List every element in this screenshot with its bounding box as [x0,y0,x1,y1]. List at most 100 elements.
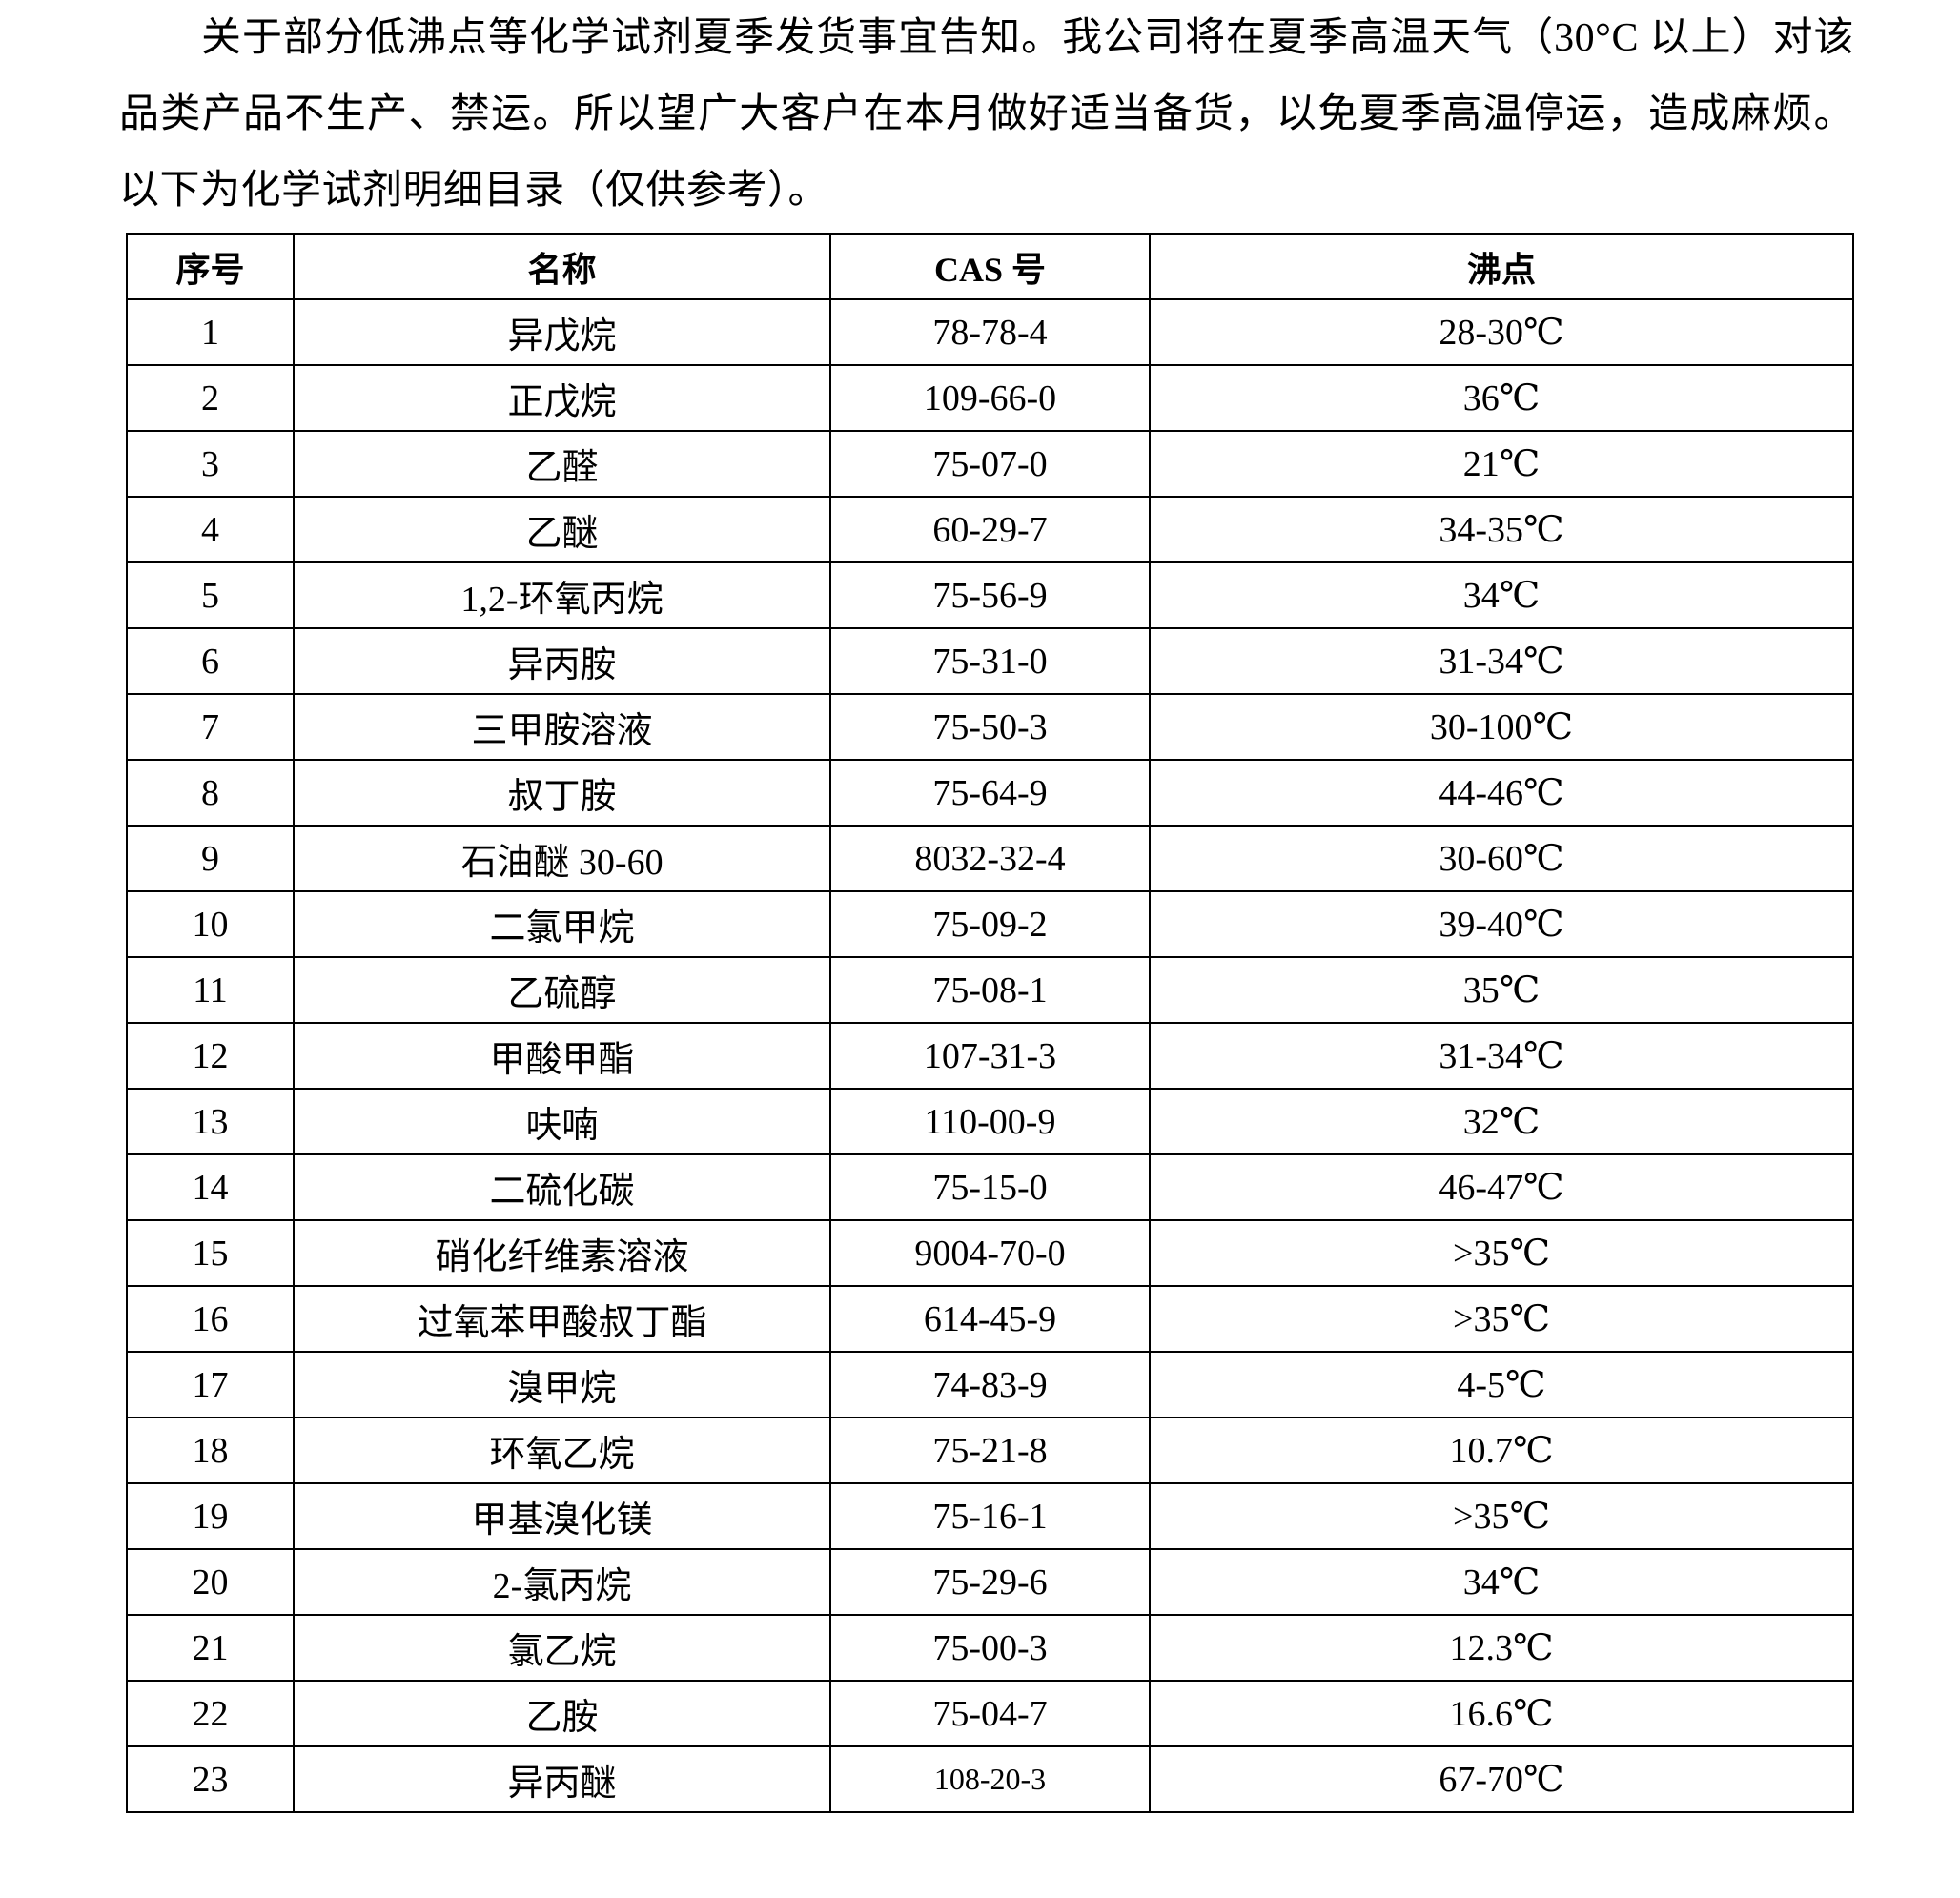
header-boiling-point: 沸点 [1149,233,1854,300]
cell-boiling-point: 12.3℃ [1149,1614,1854,1682]
table-row: 16 过氧苯甲酸叔丁酯 614-45-9 >35℃ [126,1285,1854,1353]
cell-cas: 109-66-0 [829,364,1151,432]
table-row: 9 石油醚 30-60 8032-32-4 30-60℃ [126,825,1854,892]
intro-paragraph: 关于部分低沸点等化学试剂夏季发货事宜告知。我公司将在夏季高温天气（30°C 以上… [119,16,1854,213]
table-row: 11 乙硫醇 75-08-1 35℃ [126,956,1854,1024]
cell-boiling-point: 46-47℃ [1149,1153,1854,1221]
cell-name: 石油醚 30-60 [293,825,831,892]
cell-name: 二硫化碳 [293,1153,831,1221]
cell-cas: 78-78-4 [829,298,1151,366]
chemical-table: 序号 名称 CAS 号 沸点 1 异戊烷 78-78-4 28-30℃ 2 正戊烷 109-… [126,233,1854,1813]
cell-cas: 9004-70-0 [829,1219,1151,1287]
cell-name: 过氧苯甲酸叔丁酯 [293,1285,831,1353]
cell-name: 溴甲烷 [293,1351,831,1418]
cell-index: 21 [126,1614,295,1682]
header-cas: CAS 号 [829,233,1151,300]
table-row: 20 2-氯丙烷 75-29-6 34℃ [126,1548,1854,1616]
cell-index: 20 [126,1548,295,1616]
cell-cas: 108-20-3 [829,1745,1151,1813]
cell-name: 甲酸甲酯 [293,1022,831,1090]
cell-index: 3 [126,430,295,498]
cell-cas: 75-09-2 [829,890,1151,958]
cell-boiling-point: 4-5℃ [1149,1351,1854,1418]
cell-index: 4 [126,496,295,563]
cell-cas: 75-15-0 [829,1153,1151,1221]
cell-name: 2-氯丙烷 [293,1548,831,1616]
cell-boiling-point: 44-46℃ [1149,759,1854,827]
cell-index: 6 [126,627,295,695]
table-row: 1 异戊烷 78-78-4 28-30℃ [126,298,1854,366]
table-row: 15 硝化纤维素溶液 9004-70-0 >35℃ [126,1219,1854,1287]
cell-index: 19 [126,1482,295,1550]
cell-index: 12 [126,1022,295,1090]
table-row: 12 甲酸甲酯 107-31-3 31-34℃ [126,1022,1854,1090]
cell-cas: 75-00-3 [829,1614,1151,1682]
cell-name: 环氧乙烷 [293,1417,831,1484]
table-body: 1 异戊烷 78-78-4 28-30℃ 2 正戊烷 109-66-0 36℃ 3 乙醛 75-07… [126,298,1854,1813]
cell-cas: 110-00-9 [829,1088,1151,1155]
cell-index: 8 [126,759,295,827]
cell-cas: 75-50-3 [829,693,1151,761]
table-row: 14 二硫化碳 75-15-0 46-47℃ [126,1153,1854,1221]
table-row: 17 溴甲烷 74-83-9 4-5℃ [126,1351,1854,1418]
cell-cas: 614-45-9 [829,1285,1151,1353]
cell-cas: 75-56-9 [829,561,1151,629]
cell-index: 2 [126,364,295,432]
cell-boiling-point: >35℃ [1149,1285,1854,1353]
table-row: 4 乙醚 60-29-7 34-35℃ [126,496,1854,563]
cell-boiling-point: 21℃ [1149,430,1854,498]
cell-cas: 75-16-1 [829,1482,1151,1550]
cell-boiling-point: >35℃ [1149,1219,1854,1287]
cell-name: 乙醚 [293,496,831,563]
cell-index: 1 [126,298,295,366]
cell-index: 7 [126,693,295,761]
cell-cas: 75-64-9 [829,759,1151,827]
cell-index: 11 [126,956,295,1024]
header-index: 序号 [126,233,295,300]
cell-cas: 75-31-0 [829,627,1151,695]
cell-name: 二氯甲烷 [293,890,831,958]
cell-index: 17 [126,1351,295,1418]
cell-name: 乙硫醇 [293,956,831,1024]
cell-index: 23 [126,1745,295,1813]
cell-name: 氯乙烷 [293,1614,831,1682]
cell-boiling-point: 31-34℃ [1149,627,1854,695]
cell-boiling-point: 36℃ [1149,364,1854,432]
cell-boiling-point: 10.7℃ [1149,1417,1854,1484]
cell-index: 13 [126,1088,295,1155]
cell-index: 9 [126,825,295,892]
cell-name: 硝化纤维素溶液 [293,1219,831,1287]
cell-boiling-point: 34℃ [1149,1548,1854,1616]
table-row: 21 氯乙烷 75-00-3 12.3℃ [126,1614,1854,1682]
table-row: 7 三甲胺溶液 75-50-3 30-100℃ [126,693,1854,761]
cell-boiling-point: 32℃ [1149,1088,1854,1155]
cell-boiling-point: 39-40℃ [1149,890,1854,958]
cell-name: 1,2-环氧丙烷 [293,561,831,629]
cell-boiling-point: 30-100℃ [1149,693,1854,761]
cell-index: 10 [126,890,295,958]
cell-name: 甲基溴化镁 [293,1482,831,1550]
table-row: 8 叔丁胺 75-64-9 44-46℃ [126,759,1854,827]
cell-name: 异丙胺 [293,627,831,695]
cell-cas: 75-21-8 [829,1417,1151,1484]
cell-name: 呋喃 [293,1088,831,1155]
cell-name: 乙醛 [293,430,831,498]
cell-boiling-point: 34℃ [1149,561,1854,629]
cell-cas: 75-07-0 [829,430,1151,498]
cell-name: 异丙醚 [293,1745,831,1813]
table-row: 10 二氯甲烷 75-09-2 39-40℃ [126,890,1854,958]
table-row: 23 异丙醚 108-20-3 67-70℃ [126,1745,1854,1813]
cell-name: 叔丁胺 [293,759,831,827]
table-header-row: 序号 名称 CAS 号 沸点 [126,233,1854,300]
header-name: 名称 [293,233,831,300]
table-row: 22 乙胺 75-04-7 16.6℃ [126,1680,1854,1747]
cell-cas: 75-04-7 [829,1680,1151,1747]
table-row: 6 异丙胺 75-31-0 31-34℃ [126,627,1854,695]
cell-index: 22 [126,1680,295,1747]
cell-boiling-point: 35℃ [1149,956,1854,1024]
table-row: 5 1,2-环氧丙烷 75-56-9 34℃ [126,561,1854,629]
cell-name: 正戊烷 [293,364,831,432]
cell-cas: 107-31-3 [829,1022,1151,1090]
cell-name: 三甲胺溶液 [293,693,831,761]
cell-index: 15 [126,1219,295,1287]
